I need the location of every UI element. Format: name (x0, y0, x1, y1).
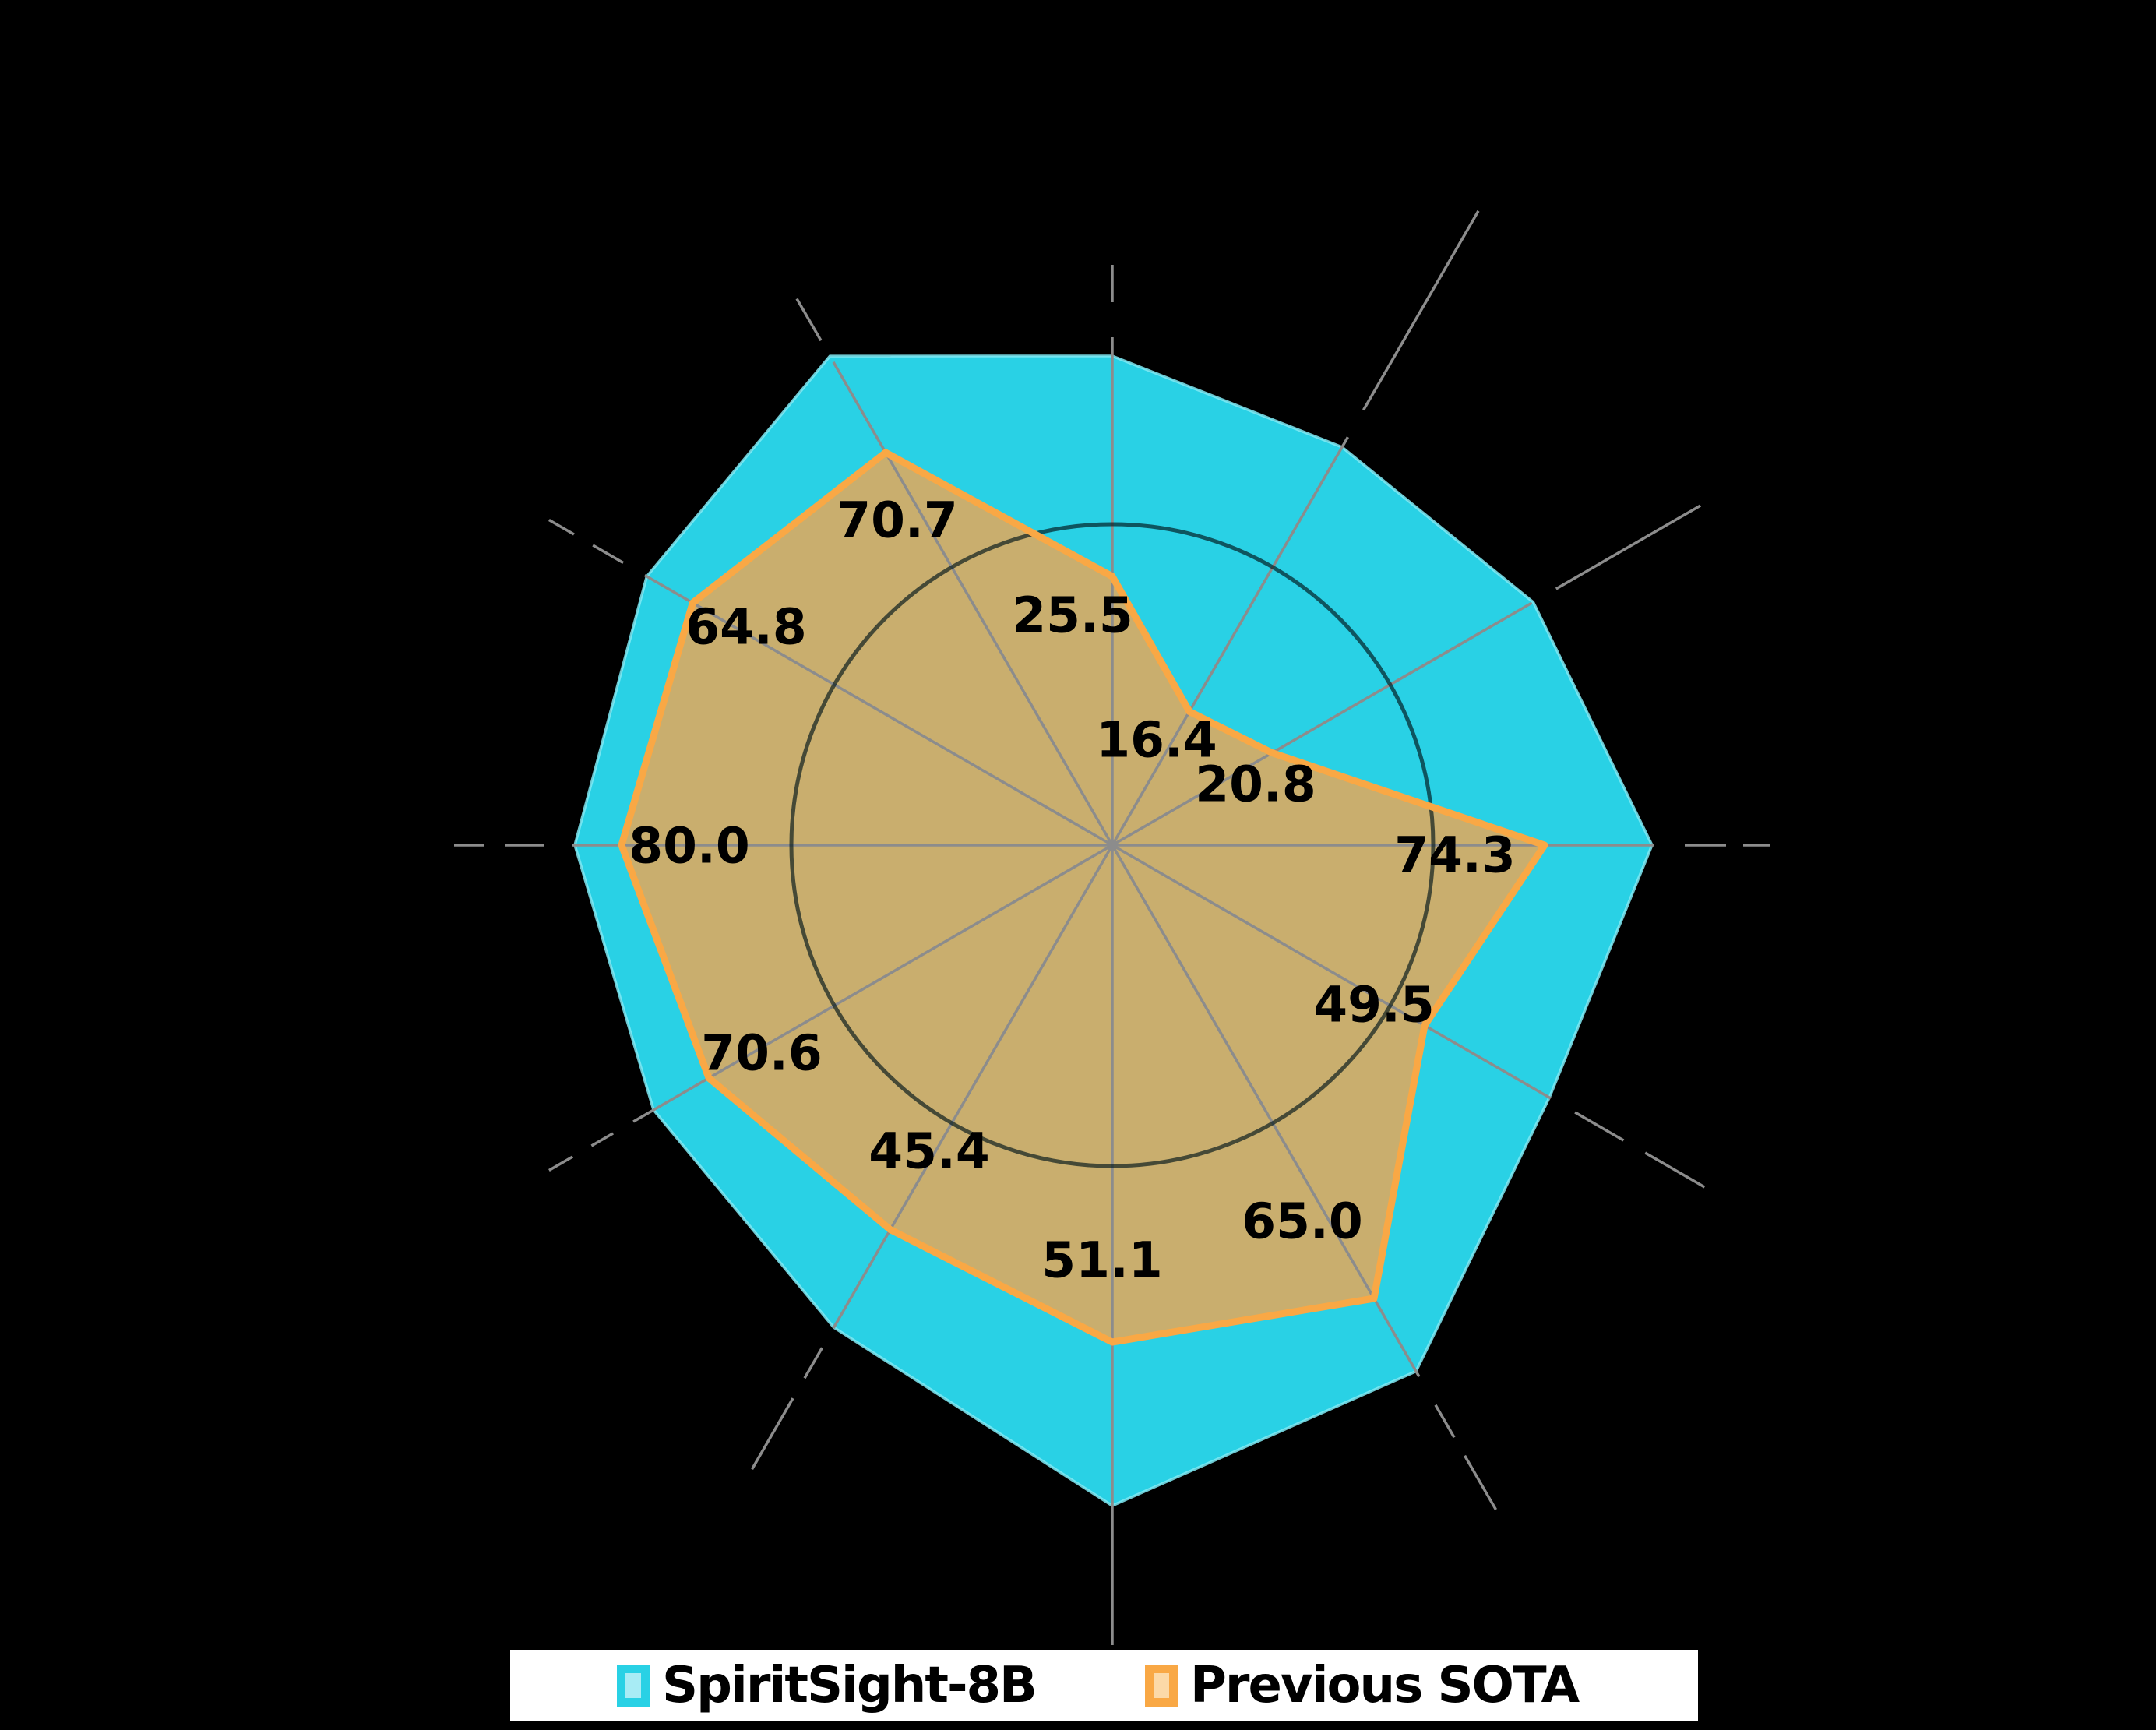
value-label: 70.7 (837, 492, 957, 549)
value-label: 16.4 (1096, 712, 1217, 769)
axis-spoke-line (1574, 1111, 1625, 1142)
axis-spoke-line (795, 298, 823, 342)
value-label: 80.0 (629, 818, 749, 875)
legend-item-spiritsight: SpiritSight-8B (617, 1657, 1037, 1714)
legend-swatch-previous-sota-icon (1145, 1665, 1178, 1707)
series-previous-sota-edge (618, 449, 1548, 1346)
value-label: 51.1 (1041, 1232, 1162, 1289)
axis-spoke-line (548, 518, 575, 536)
axis-spoke-line (1111, 844, 1552, 1100)
value-label: 65.0 (1242, 1193, 1362, 1250)
grid-circle (789, 522, 1436, 1168)
axis-spoke-line (1362, 210, 1480, 411)
legend-label-previous-sota: Previous SOTA (1190, 1657, 1580, 1714)
axis-spoke-line (592, 544, 624, 565)
axis-spoke-line (832, 844, 1114, 1329)
value-label: 20.8 (1195, 756, 1316, 813)
axis-spoke-line (548, 1155, 574, 1172)
legend-swatch-spiritsight-icon (617, 1665, 650, 1707)
legend-label-spiritsight: SpiritSight-8B (662, 1657, 1037, 1714)
axis-spoke-line (1555, 504, 1702, 590)
axis-spoke-line (1463, 1454, 1498, 1510)
value-label: 74.3 (1394, 827, 1515, 884)
axis-spoke-line (1111, 601, 1533, 847)
axis-spoke-line (803, 1347, 824, 1379)
value-label: 45.4 (868, 1123, 989, 1180)
axis-spoke-line (1434, 1404, 1456, 1439)
value-label: 64.8 (685, 599, 806, 656)
axis-spoke-line (1111, 844, 1421, 1378)
value-label: 70.6 (701, 1025, 822, 1082)
axis-spoke-line (1644, 1151, 1706, 1189)
legend: SpiritSight-8B Previous SOTA (506, 1645, 1703, 1726)
axis-spoke-line (750, 1397, 794, 1470)
axis-spoke-line (643, 573, 1113, 847)
legend-item-previous-sota: Previous SOTA (1145, 1657, 1580, 1714)
axis-spoke-line (590, 1132, 614, 1147)
center-dot (1107, 840, 1118, 851)
value-label: 49.5 (1313, 977, 1434, 1034)
value-label: 25.5 (1012, 587, 1133, 644)
axis-spoke-line (832, 361, 1114, 846)
axis-spoke-line (632, 844, 1113, 1123)
axis-spoke-line (1111, 436, 1350, 846)
